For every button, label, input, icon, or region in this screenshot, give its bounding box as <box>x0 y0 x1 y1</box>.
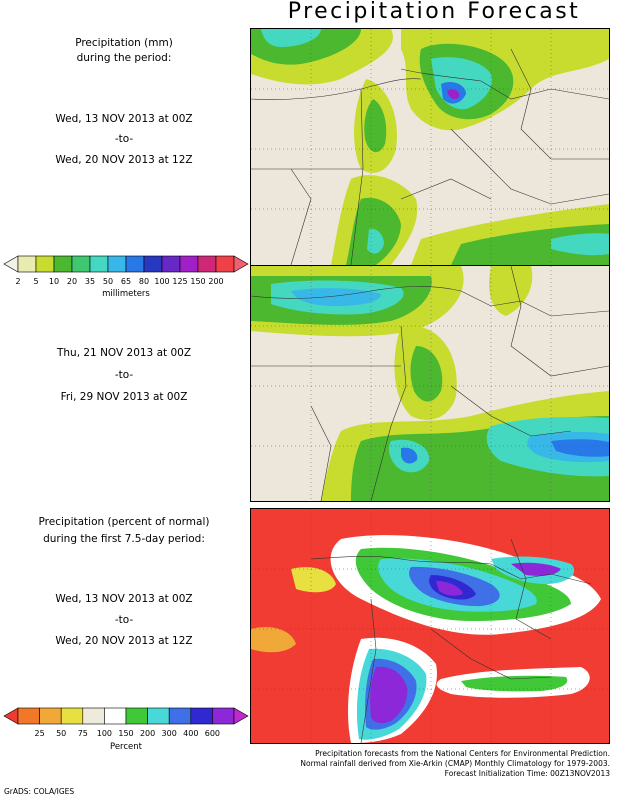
panel1-heading-line2: during the period: <box>76 52 172 64</box>
colorbar-millimeters-tick-label: 50 <box>102 277 114 286</box>
colorbar-millimeters-swatch <box>71 255 91 273</box>
graticule <box>251 509 609 743</box>
colorbar-millimeters-swatch <box>53 255 73 273</box>
colorbar-percent-swatch <box>125 707 148 725</box>
colorbar-millimeters-tick-label: 150 <box>190 277 206 286</box>
credits-line-3: Forecast Initialization Time: 00Z13NOV20… <box>444 769 610 778</box>
colorbar-percent-swatch <box>60 707 84 725</box>
panel1-period-end: Wed, 20 NOV 2013 at 12Z <box>55 154 193 166</box>
precip-shading <box>251 266 609 501</box>
map-panel-percent-normal <box>250 508 610 744</box>
colorbar-millimeters-swatch <box>107 255 127 273</box>
colorbar-millimeters-swatch <box>89 255 109 273</box>
panel3-period-start: Wed, 13 NOV 2013 at 00Z <box>55 593 193 605</box>
colorbar-millimeters-tick-label: 65 <box>120 277 132 286</box>
colorbar-percent-arrow-high <box>233 707 249 725</box>
colorbar-percent-tick-label: 100 <box>96 729 113 738</box>
panel3-heading-line1: Precipitation (percent of normal) <box>38 516 210 528</box>
colorbar-percent-tick-label: 150 <box>118 729 134 738</box>
colorbar-millimeters-swatch <box>179 255 199 273</box>
map-panel-precip-week1 <box>250 28 610 266</box>
colorbar-percent-tick-label: 200 <box>139 729 156 738</box>
credits-line-2: Normal rainfall derived from Xie-Arkin (… <box>300 759 610 768</box>
country-borders <box>251 48 609 265</box>
colorbar-percent: 25 50 75 100 150 200 300 400 600 Percent <box>3 707 249 754</box>
colorbar-millimeters-swatch <box>125 255 145 273</box>
page-title: Precipitation Forecast <box>287 0 581 24</box>
colorbar-percent-swatch <box>212 707 235 725</box>
colorbar-millimeters-swatch <box>161 255 181 273</box>
panel2-period-end: Fri, 29 NOV 2013 at 00Z <box>60 391 188 403</box>
colorbar-percent-swatch <box>82 707 105 725</box>
map-precip-week2 <box>251 266 609 501</box>
panel2-period-start: Thu, 21 NOV 2013 at 00Z <box>56 347 192 359</box>
colorbar-percent-tick-label: 400 <box>183 729 199 738</box>
colorbar-millimeters-tick-label: 5 <box>33 277 39 286</box>
colorbar-percent-unit: Percent <box>110 742 142 752</box>
colorbar-percent-swatch <box>104 707 127 725</box>
credits: Precipitation forecasts from the Nationa… <box>190 749 610 779</box>
map-panel-precip-week2 <box>250 265 610 502</box>
colorbar-percent-swatch <box>39 707 62 725</box>
panel3-heading-line2: during the first 7.5-day period: <box>43 533 205 545</box>
colorbar-millimeters-swatch <box>35 255 55 273</box>
colorbar-percent-tick-label: 300 <box>161 729 177 738</box>
panel1-period-to: -to- <box>114 133 134 145</box>
colorbar-percent-swatch <box>17 707 40 725</box>
colorbar-millimeters-tick-label: 35 <box>84 277 96 286</box>
colorbar-percent-tick-label: 25 <box>34 729 45 738</box>
panel1-period-start: Wed, 13 NOV 2013 at 00Z <box>55 113 193 125</box>
grads-attribution: GrADS: COLA/IGES <box>4 787 75 796</box>
panel2-period-to: -to- <box>114 369 134 381</box>
colorbar-millimeters-tick-label: 10 <box>48 277 60 286</box>
map-precip-week1 <box>251 29 609 265</box>
colorbar-millimeters-unit: millimeters <box>102 289 150 299</box>
colorbar-millimeters-swatch <box>197 255 217 273</box>
colorbar-percent-swatch <box>168 707 192 725</box>
colorbar-millimeters-arrow-low <box>3 255 19 273</box>
colorbar-percent-arrow-low <box>3 707 19 725</box>
graticule <box>251 29 609 265</box>
country-borders <box>251 266 609 501</box>
colorbar-millimeters-swatches <box>3 255 249 273</box>
colorbar-millimeters-tick-label: 80 <box>138 277 150 286</box>
panel3-period-to: -to- <box>114 614 134 626</box>
map-percent-normal <box>251 509 609 743</box>
colorbar-percent-swatches <box>3 707 249 725</box>
colorbar-millimeters-swatch <box>215 255 235 273</box>
colorbar-millimeters-arrow-high <box>233 255 249 273</box>
panel3-period-end: Wed, 20 NOV 2013 at 12Z <box>55 635 193 647</box>
precip-shading <box>251 29 609 265</box>
colorbar-millimeters: 2 5 10 20 35 50 65 80 100 125 150 200 millimeters <box>3 255 249 300</box>
colorbar-millimeters-swatch <box>143 255 163 273</box>
colorbar-millimeters-tick-label: 100 <box>154 277 170 286</box>
colorbar-millimeters-tick-label: 20 <box>66 277 78 286</box>
country-borders <box>310 538 592 743</box>
colorbar-percent-tick-label: 600 <box>204 729 221 738</box>
percent-shading <box>251 535 601 743</box>
colorbar-percent-swatch <box>147 707 170 725</box>
colorbar-percent-tick-label: 50 <box>56 729 67 738</box>
colorbar-millimeters-swatch <box>17 255 37 273</box>
colorbar-percent-tick-label: 75 <box>77 729 88 738</box>
credits-line-1: Precipitation forecasts from the Nationa… <box>315 749 610 758</box>
colorbar-millimeters-tick-label: 2 <box>15 277 21 286</box>
colorbar-percent-swatch <box>190 707 213 725</box>
colorbar-millimeters-tick-label: 200 <box>208 277 224 286</box>
colorbar-millimeters-tick-label: 125 <box>172 277 188 286</box>
panel1-heading-line1: Precipitation (mm) <box>75 37 173 49</box>
